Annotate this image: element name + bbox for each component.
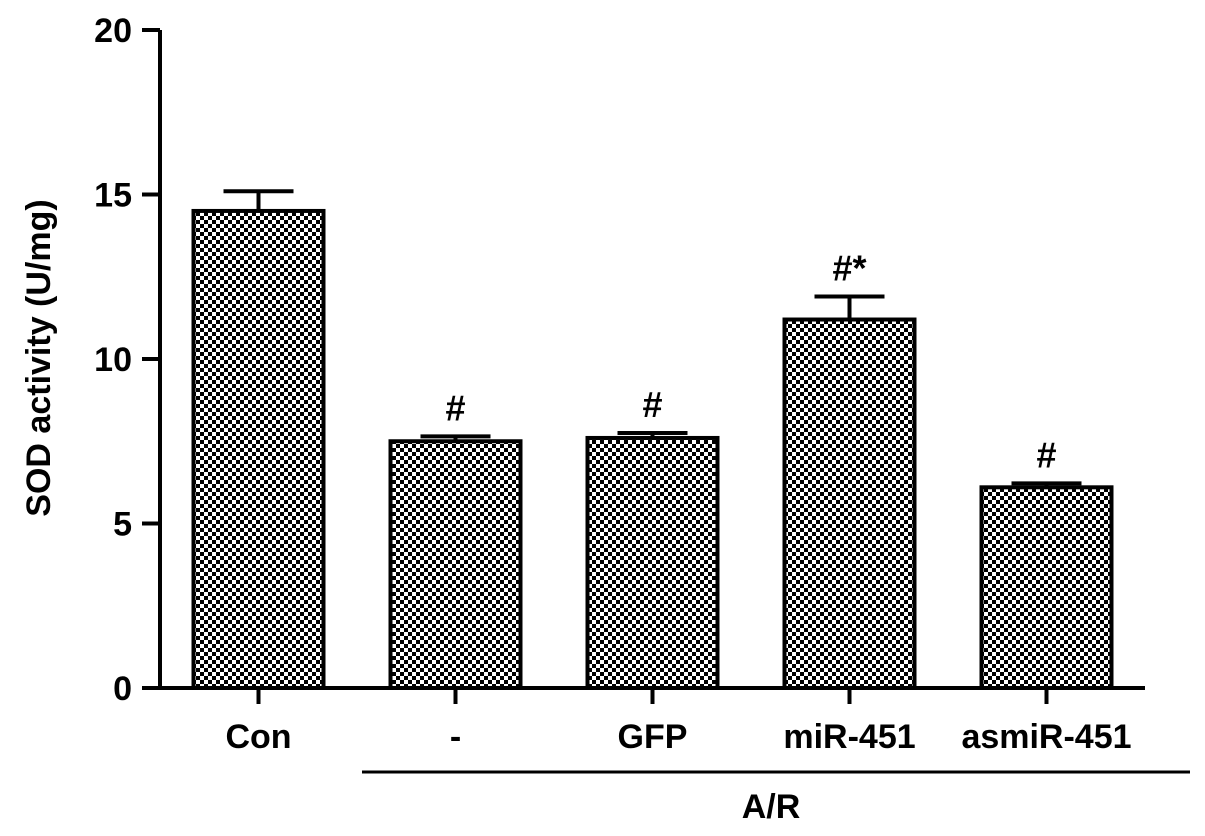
x-tick-label: - bbox=[450, 718, 461, 756]
bar bbox=[191, 208, 326, 690]
bar bbox=[979, 485, 1114, 690]
y-tick-label: 0 bbox=[113, 670, 132, 708]
group-bracket: A/R bbox=[362, 770, 1190, 826]
annotations: # # #* # bbox=[445, 247, 1056, 475]
significance-label: # bbox=[642, 384, 662, 425]
bar bbox=[585, 435, 720, 690]
significance-label: # bbox=[1036, 434, 1056, 475]
bar bbox=[782, 317, 917, 690]
y-tick-label: 15 bbox=[94, 177, 132, 215]
y-tick-label: 5 bbox=[113, 506, 132, 544]
y-tick-label: 20 bbox=[94, 12, 132, 50]
bar bbox=[388, 439, 523, 690]
bars bbox=[191, 189, 1114, 690]
significance-label: #* bbox=[832, 247, 866, 288]
y-tick-label: 10 bbox=[94, 341, 132, 379]
x-tick-label: Con bbox=[225, 718, 291, 756]
x-tick-label: miR-451 bbox=[783, 718, 915, 756]
significance-label: # bbox=[445, 387, 465, 428]
x-tick-label: GFP bbox=[618, 718, 688, 756]
y-axis: 0 5 10 15 20 bbox=[94, 12, 162, 708]
group-label: A/R bbox=[742, 788, 801, 826]
x-axis: Con - GFP miR-451 asmiR-451 bbox=[158, 686, 1145, 756]
x-tick-label: asmiR-451 bbox=[961, 718, 1131, 756]
y-axis-label: SOD activity (U/mg) bbox=[20, 199, 58, 516]
